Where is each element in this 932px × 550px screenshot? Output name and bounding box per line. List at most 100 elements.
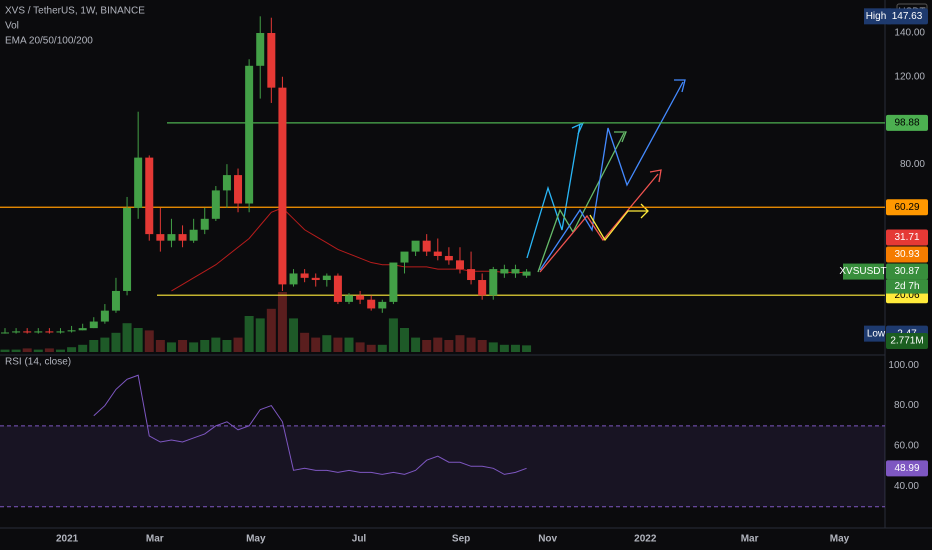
- candle-body: [0, 332, 9, 334]
- level-label-box: [886, 114, 928, 131]
- candle-body: [389, 262, 398, 302]
- volume-bar: [67, 347, 77, 352]
- arrow: [589, 210, 648, 242]
- arrow-head: [614, 131, 627, 143]
- volume-bar: [33, 349, 43, 352]
- volume-bar: [366, 344, 376, 352]
- time-tick-label: May: [830, 534, 850, 545]
- candle-body: [123, 207, 132, 291]
- price-tag: Low: [867, 328, 886, 339]
- volume-bar: [422, 340, 432, 352]
- price-tag-box: [864, 325, 885, 342]
- volume-bar: [211, 337, 221, 352]
- price-label-box: [886, 229, 928, 246]
- rsi-band: [0, 425, 885, 507]
- arrow-head: [649, 169, 662, 183]
- drawings: [526, 79, 686, 273]
- candle-body: [444, 255, 453, 261]
- price-label: 31.71: [894, 232, 919, 243]
- price-label: 30.93: [894, 249, 919, 260]
- price-tick-label: 80.00: [900, 159, 925, 170]
- candle-body: [267, 33, 276, 88]
- candle-body: [489, 269, 498, 296]
- arrow-head: [674, 79, 686, 93]
- rsi-tick-label: 60.00: [894, 441, 919, 452]
- candle-body: [34, 331, 43, 333]
- candle-body: [23, 331, 32, 333]
- volume-bar: [255, 318, 265, 352]
- price-tag: XVSUSDT: [839, 266, 886, 277]
- candle-body: [367, 299, 376, 309]
- candle-body: [45, 331, 54, 333]
- volume-bar: [222, 340, 232, 352]
- candle-body: [12, 331, 21, 333]
- volume-bar: [166, 342, 176, 352]
- price-tag: High: [866, 11, 887, 22]
- price-tag-box: [843, 263, 884, 280]
- volume-bar: [522, 345, 532, 352]
- volume-bar: [44, 348, 54, 352]
- volume-bar: [233, 337, 243, 352]
- candle-body: [433, 251, 442, 256]
- volume-label-box: [886, 333, 928, 349]
- volume-bar: [433, 337, 443, 352]
- volume-bar: [89, 340, 99, 352]
- arrow: [537, 132, 625, 273]
- volume-bar: [444, 340, 454, 352]
- time-tick-label: Nov: [538, 534, 557, 545]
- volume-bar: [178, 340, 188, 352]
- volume-bar: [311, 337, 321, 352]
- arrow: [539, 81, 684, 271]
- volume-bar: [55, 349, 65, 352]
- candle-body: [511, 269, 520, 274]
- volume-bar: [510, 344, 520, 352]
- volume-bar: [189, 342, 199, 352]
- volume-bar: [488, 342, 498, 352]
- volume-bar: [133, 328, 143, 352]
- candle-body: [167, 234, 176, 241]
- rsi-label-box: [886, 460, 928, 477]
- volume-title: Vol: [5, 21, 19, 32]
- candle-body: [411, 240, 420, 252]
- symbol-title: XVS / TetherUS, 1W, BINANCE: [5, 6, 145, 17]
- candle-body: [245, 65, 254, 204]
- rsi-tick-label: 40.00: [894, 481, 919, 492]
- volume-bar: [0, 349, 10, 352]
- volume-bar: [466, 337, 476, 352]
- volume-bar: [355, 342, 365, 352]
- price-label-box: [886, 8, 928, 25]
- candle-body: [455, 260, 464, 270]
- candle-body: [178, 234, 187, 241]
- candle-body: [189, 229, 198, 241]
- candle-body: [111, 290, 120, 311]
- rsi-title: RSI (14, close): [5, 357, 71, 368]
- candle-body: [311, 277, 320, 281]
- time-tick-label: Jul: [352, 534, 367, 545]
- candle-body: [278, 87, 287, 285]
- rsi-line: [93, 374, 527, 475]
- volume-bar: [11, 349, 21, 352]
- candle-body: [234, 175, 243, 204]
- candle-body: [300, 273, 309, 278]
- candle-body: [100, 310, 109, 322]
- volume-bar: [300, 332, 310, 352]
- ema-title: EMA 20/50/100/200: [5, 36, 93, 47]
- volume-bar: [266, 308, 276, 352]
- time-tick-label: 2022: [634, 534, 657, 545]
- candle-body: [134, 157, 143, 208]
- level-label-box: [886, 199, 928, 216]
- candle-body: [145, 157, 154, 235]
- volume-bar: [144, 330, 154, 352]
- rsi-tick-label: 100.00: [888, 360, 919, 371]
- volume-bar: [388, 318, 398, 352]
- candle-body: [56, 331, 65, 333]
- volume-bar: [78, 344, 88, 352]
- candle-body: [378, 301, 387, 309]
- volume-bar: [399, 328, 409, 352]
- arrow: [526, 123, 581, 259]
- volume-bar: [155, 340, 165, 352]
- volume-bar: [455, 335, 465, 352]
- volume-bar: [277, 292, 287, 352]
- candle-body: [67, 330, 76, 332]
